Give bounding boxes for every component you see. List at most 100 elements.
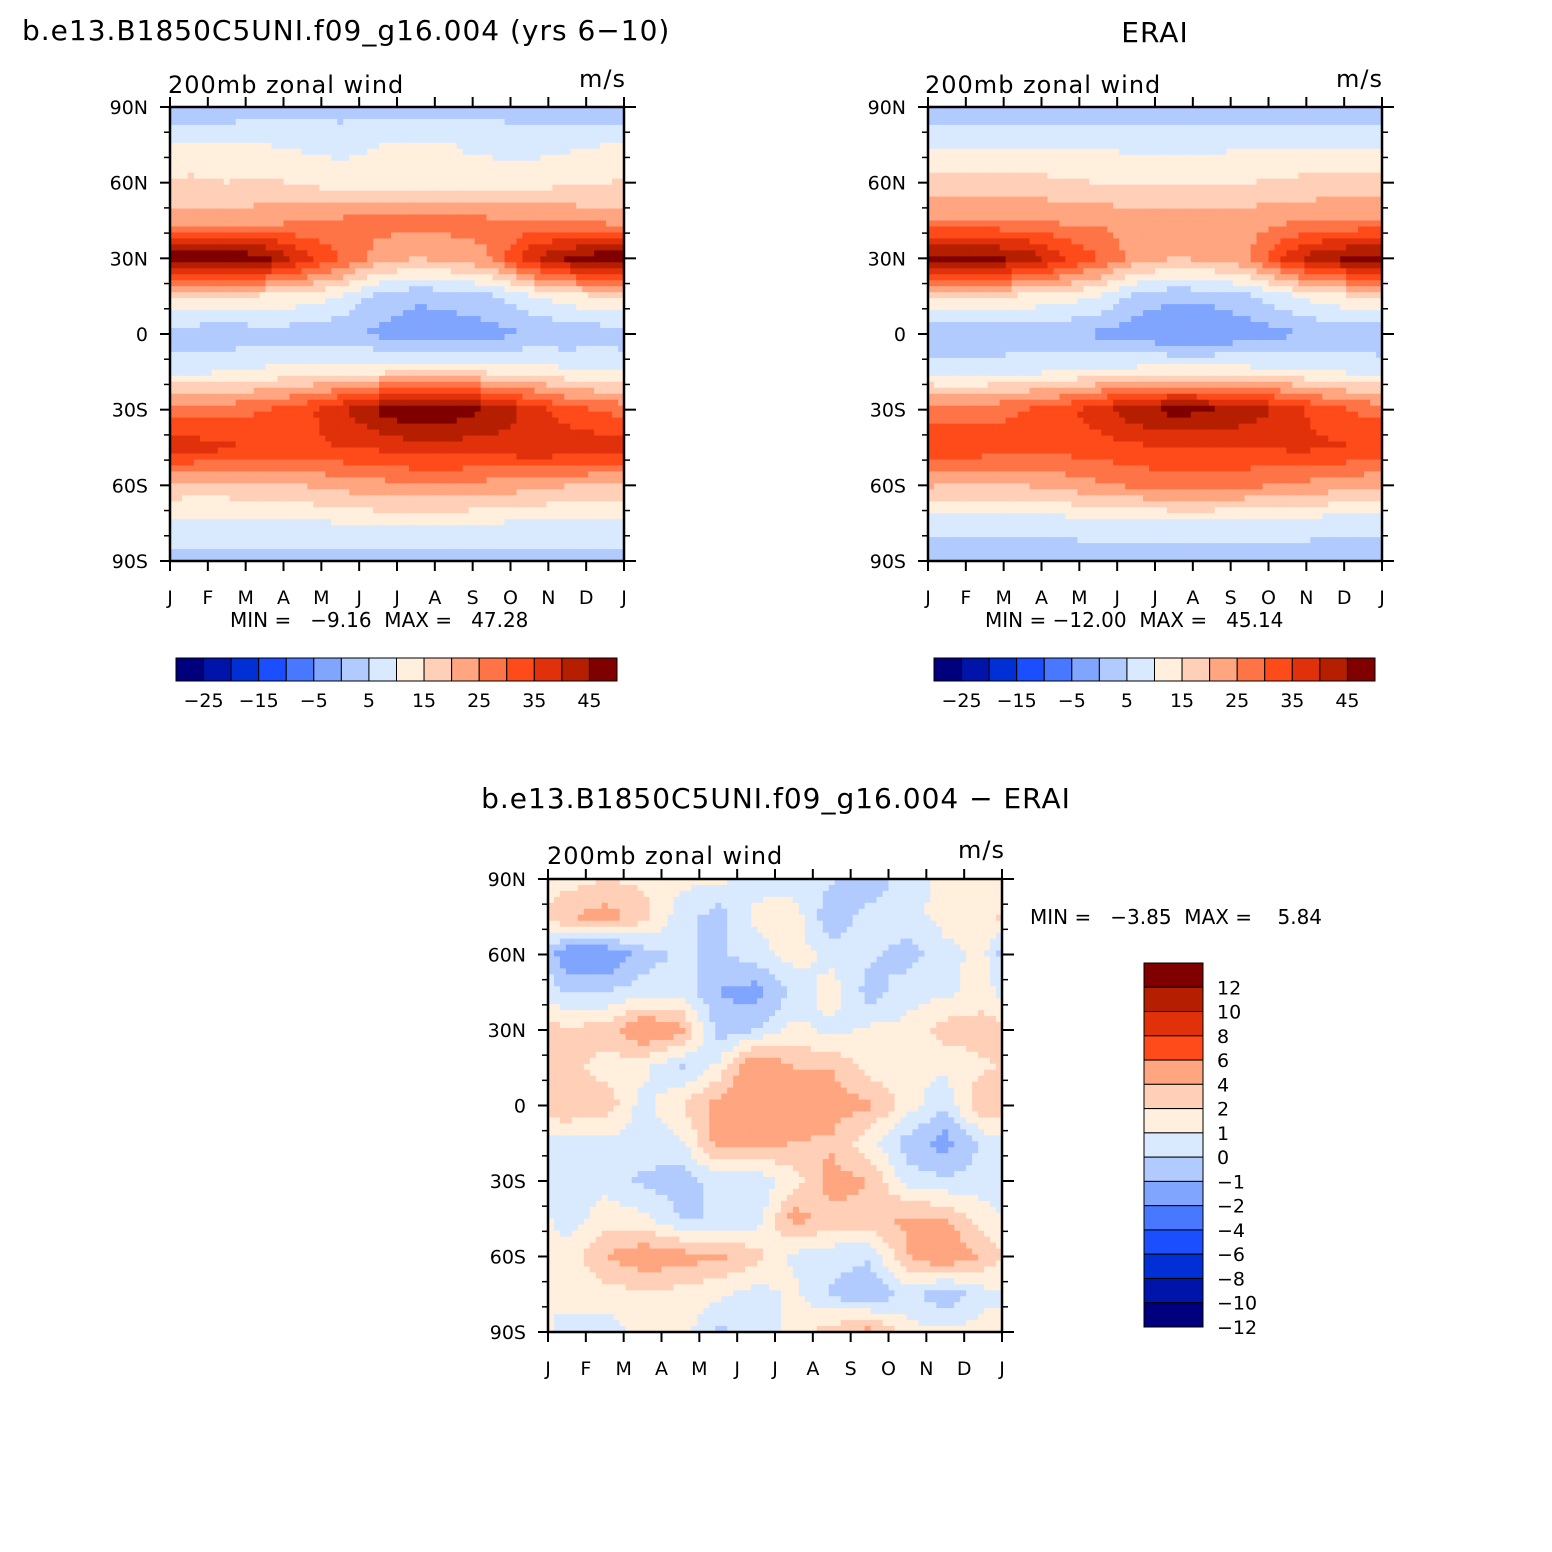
contour-cell xyxy=(570,112,577,120)
contour-cell xyxy=(600,304,607,311)
contour-cell xyxy=(456,304,464,311)
contour-cell xyxy=(170,459,177,467)
contour-cell xyxy=(480,118,488,126)
contour-cell xyxy=(606,214,613,222)
contour-cell xyxy=(199,459,207,467)
contour-cell xyxy=(522,154,530,162)
contour-cell xyxy=(486,423,494,431)
contour-cell xyxy=(391,447,398,455)
contour-cell xyxy=(528,447,535,455)
contour-cell xyxy=(235,202,243,210)
contour-cell xyxy=(349,477,356,484)
contour-cell xyxy=(462,316,470,323)
contour-cell xyxy=(283,148,291,156)
contour-cell xyxy=(414,196,422,204)
contour-cell xyxy=(582,381,589,389)
contour-cell xyxy=(516,154,524,162)
contour-cell xyxy=(462,166,470,174)
contour-cell xyxy=(492,399,500,407)
contour-cell xyxy=(271,405,279,413)
contour-cell xyxy=(193,334,201,341)
contour-cell xyxy=(402,304,410,311)
contour-cell xyxy=(229,435,237,443)
contour-cell xyxy=(313,483,320,490)
contour-cell xyxy=(474,483,482,490)
contour-cell xyxy=(432,357,440,365)
contour-cell xyxy=(552,334,559,341)
contour-cell xyxy=(486,202,494,210)
contour-cell xyxy=(558,316,565,323)
contour-cell xyxy=(385,298,392,305)
contour-cell xyxy=(241,274,249,281)
contour-cell xyxy=(402,447,410,455)
contour-cell xyxy=(468,268,476,275)
contour-cell xyxy=(241,322,249,329)
contour-cell xyxy=(432,447,440,455)
contour-cell xyxy=(480,238,488,245)
contour-cell xyxy=(582,334,589,341)
contour-cell xyxy=(217,154,225,162)
contour-cell xyxy=(217,495,225,502)
contour-cell xyxy=(606,196,613,204)
contour-cell xyxy=(414,304,422,311)
contour-cell xyxy=(546,459,553,467)
contour-cell xyxy=(391,483,398,490)
contour-cell xyxy=(265,208,273,216)
contour-cell xyxy=(265,184,273,192)
contour-cell xyxy=(546,112,553,120)
contour-cell xyxy=(564,477,571,484)
contour-cell xyxy=(373,262,380,269)
contour-cell xyxy=(385,112,392,120)
contour-cell xyxy=(600,405,607,413)
contour-cell xyxy=(570,274,577,281)
contour-cell xyxy=(432,363,440,371)
contour-cell xyxy=(420,322,428,329)
contour-cell xyxy=(301,411,308,419)
contour-cell xyxy=(170,142,177,150)
contour-cell xyxy=(235,357,243,365)
contour-cell xyxy=(618,214,625,222)
contour-cell xyxy=(187,483,195,490)
contour-cell xyxy=(199,483,207,490)
contour-cell xyxy=(397,256,404,263)
contour-cell xyxy=(498,202,506,210)
contour-cell xyxy=(331,262,338,269)
contour-cell xyxy=(426,405,434,413)
contour-cell xyxy=(408,196,416,204)
contour-cell xyxy=(367,489,374,496)
contour-cell xyxy=(600,112,607,120)
contour-cell xyxy=(618,465,625,472)
contour-cell xyxy=(367,160,374,168)
contour-cell xyxy=(271,429,279,437)
contour-cell xyxy=(373,274,380,281)
contour-cell xyxy=(289,172,297,180)
contour-cell xyxy=(355,322,362,329)
contour-cell xyxy=(355,160,362,168)
contour-cell xyxy=(265,381,273,389)
contour-cell xyxy=(486,328,494,335)
contour-cell xyxy=(432,250,440,257)
contour-cell xyxy=(187,465,195,472)
contour-cell xyxy=(600,124,607,132)
contour-cell xyxy=(175,112,183,120)
contour-cell xyxy=(492,232,500,240)
contour-cell xyxy=(343,292,350,299)
contour-cell xyxy=(379,214,386,222)
contour-cell xyxy=(486,142,494,150)
contour-cell xyxy=(313,154,320,162)
contour-cell xyxy=(283,292,291,299)
contour-cell xyxy=(289,130,297,138)
contour-cell xyxy=(193,250,201,257)
contour-cell xyxy=(498,465,506,472)
contour-cell xyxy=(289,387,297,395)
contour-cell xyxy=(516,232,524,240)
contour-cell xyxy=(217,441,225,449)
contour-cell xyxy=(379,322,386,329)
contour-cell xyxy=(402,214,410,222)
contour-cell xyxy=(588,310,595,317)
contour-cell xyxy=(385,483,392,490)
contour-cell xyxy=(540,190,547,198)
contour-cell xyxy=(229,250,237,257)
contour-cell xyxy=(462,351,470,359)
contour-cell xyxy=(468,226,476,234)
